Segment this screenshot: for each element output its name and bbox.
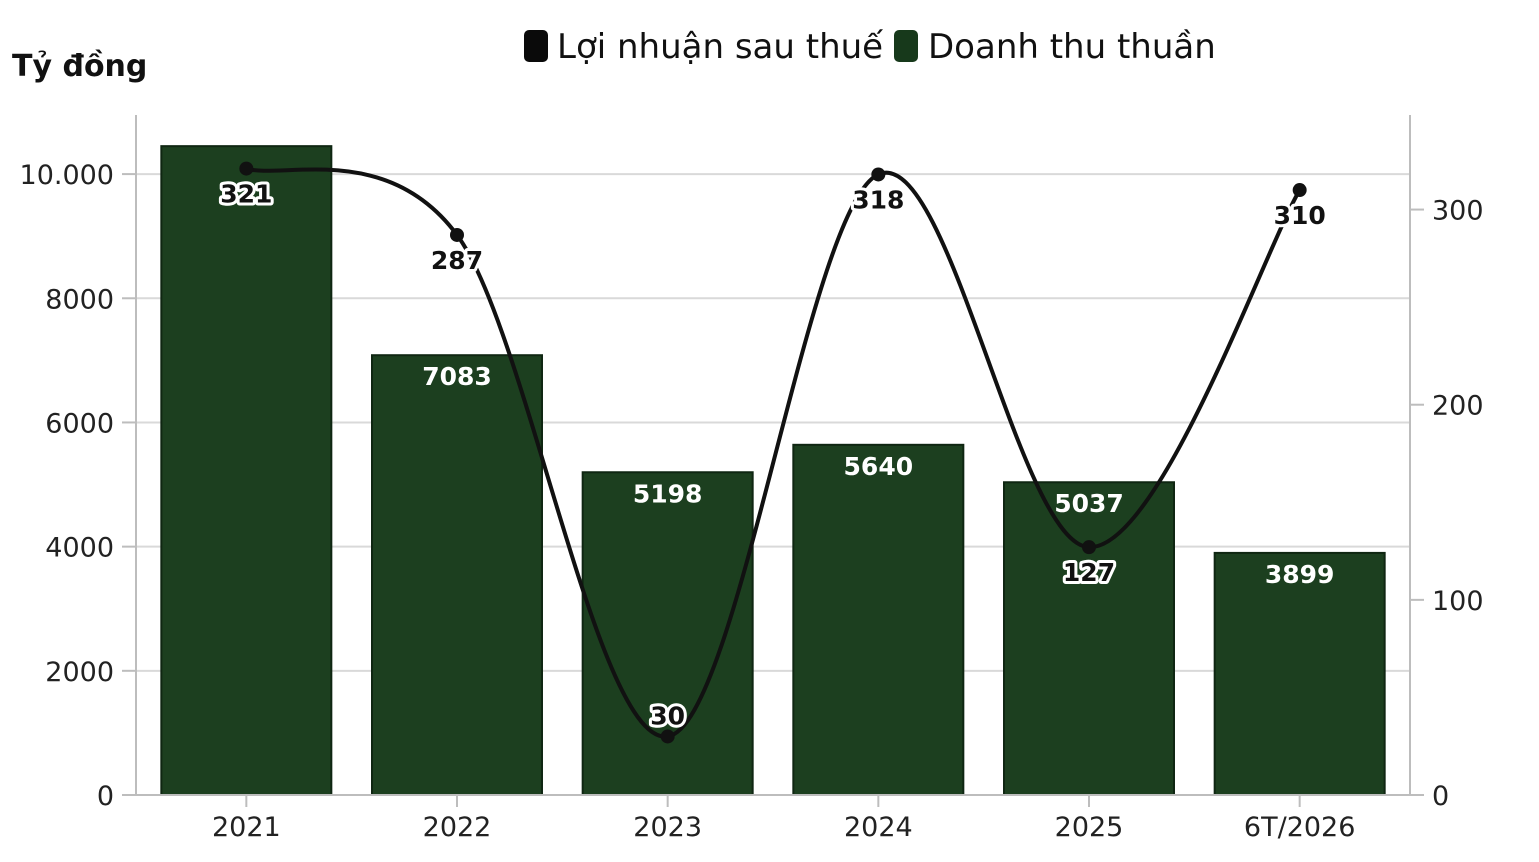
legend: Lợi nhuận sau thuế Doanh thu thuần: [524, 27, 1216, 67]
axes: 0 2000 4000 6000 8000 10.000 0 100 200 300 2021 202…: [20, 115, 1484, 843]
legend-label-profit: Lợi nhuận sau thuế: [557, 27, 883, 67]
x-tick-label: 2023: [633, 812, 702, 843]
y-left-tick-label: 10.000: [20, 160, 114, 191]
profit-point-6T/2026: [1292, 183, 1307, 198]
bar-2024: [792, 443, 965, 796]
bar-value-label: 3899: [1265, 560, 1335, 589]
profit-value-label: 287: [431, 246, 483, 275]
legend-swatch-revenue: [894, 30, 918, 62]
profit-value-label: 127: [1063, 558, 1115, 587]
bar-value-label: 5198: [633, 479, 703, 508]
x-tick-label: 2021: [212, 812, 281, 843]
profit-value-label: 321: [220, 180, 272, 209]
bar-value-label: 5640: [844, 452, 914, 481]
x-tick-label: 2022: [423, 812, 492, 843]
y-right-tick-label: 300: [1432, 196, 1484, 227]
profit-point-2022: [450, 227, 464, 242]
x-tick-label: 2025: [1055, 812, 1124, 843]
profit-point-2021: [239, 161, 254, 176]
data-labels: 7083 5198 5640 5037 3899 321 287 30 318 127 310: [217, 177, 1335, 734]
bar-value-label: 5037: [1054, 489, 1124, 518]
bars: [160, 145, 1386, 796]
profit-value-label: 318: [852, 185, 904, 214]
y-right-tick-label: 200: [1432, 391, 1484, 422]
legend-swatch-profit: [524, 30, 548, 62]
y-right-tick-label: 100: [1432, 586, 1484, 617]
profit-line-path: [245, 166, 1302, 739]
y-axis-unit-label: Tỷ đồng: [12, 49, 147, 84]
y-left-tick-label: 8000: [45, 284, 114, 315]
y-left-tick-label: 2000: [45, 657, 114, 688]
bar-2021: [160, 145, 333, 796]
profit-value-label: 310: [1274, 201, 1326, 230]
y-left-tick-label: 0: [97, 781, 114, 812]
profit-point-2023: [660, 729, 675, 744]
bar-6T/2026: [1213, 551, 1386, 796]
profit-line: [239, 161, 1307, 744]
legend-label-revenue: Doanh thu thuần: [928, 27, 1216, 67]
profit-value-label: 30: [650, 701, 685, 730]
profit-point-2025: [1082, 540, 1096, 555]
x-tick-label: 6T/2026: [1244, 812, 1355, 843]
y-right-tick-label: 0: [1432, 781, 1449, 812]
x-tick-label: 2024: [844, 812, 913, 843]
bar-value-label: 7083: [422, 362, 492, 391]
gridlines: [136, 173, 1410, 672]
profit-point-2024: [871, 167, 886, 182]
y-left-tick-label: 4000: [45, 533, 114, 564]
y-left-tick-label: 6000: [45, 408, 114, 439]
bar-2025: [1003, 481, 1175, 796]
bar-2022: [371, 354, 543, 796]
